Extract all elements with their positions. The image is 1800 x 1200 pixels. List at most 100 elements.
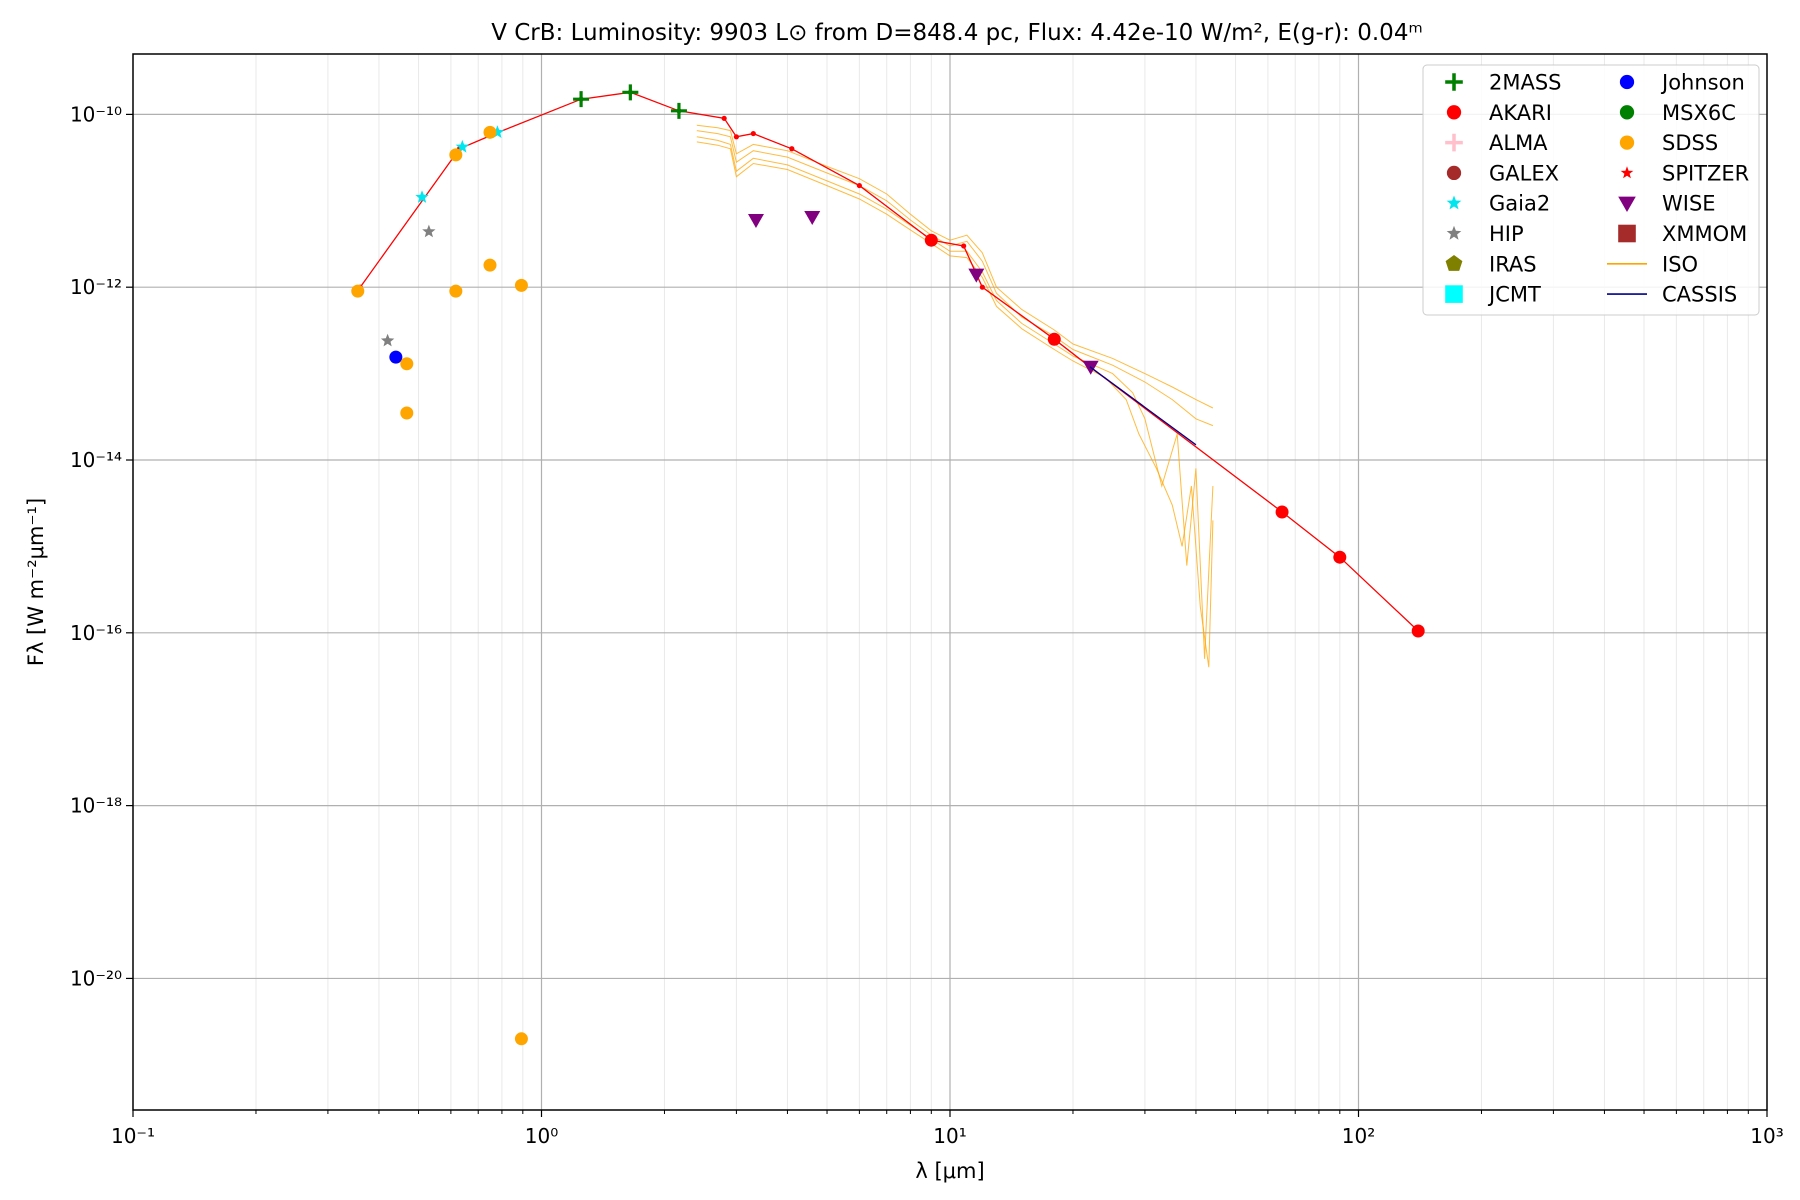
akari-point <box>1333 550 1347 564</box>
x-axis-label: λ [μm] <box>915 1159 984 1183</box>
y-tick-label: 10⁻²⁰ <box>70 966 122 990</box>
legend-marker-wise <box>1618 196 1636 212</box>
y-tick-label: 10⁻¹⁰ <box>70 102 122 126</box>
legend-label: SDSS <box>1662 131 1718 155</box>
legend-marker-msx6c <box>1619 105 1635 120</box>
legend-marker-iras <box>1445 255 1463 271</box>
legend-label: WISE <box>1662 192 1716 216</box>
legend-item-jcmt: JCMT <box>1445 283 1541 307</box>
legend-item-xmmom: XMMOM <box>1618 222 1747 246</box>
gaia2-point <box>415 190 429 203</box>
model-point <box>733 134 740 140</box>
legend-item-gaia2: Gaia2 <box>1446 192 1550 216</box>
cassis-line <box>1089 366 1197 446</box>
legend-label: SPITZER <box>1662 161 1749 185</box>
legend-marker-hip <box>1446 225 1462 240</box>
iso-spectrum-curve <box>696 141 1214 668</box>
sdss-point <box>449 148 463 162</box>
legend-item-cassis: CASSIS <box>1607 283 1737 307</box>
legend-label: ALMA <box>1489 131 1548 155</box>
legend-label: HIP <box>1489 222 1524 246</box>
hip-point <box>422 224 436 238</box>
legend-label: 2MASS <box>1489 71 1562 95</box>
model-point <box>789 146 795 152</box>
legend-item-akari: AKARI <box>1446 101 1552 125</box>
x-tick-label: 10⁻¹ <box>111 1124 155 1148</box>
2mass-point <box>573 91 590 108</box>
akari-point <box>1047 332 1061 346</box>
legend-marker-gaia2 <box>1446 195 1462 210</box>
legend-label: AKARI <box>1489 101 1552 125</box>
legend-label: ISO <box>1662 252 1698 276</box>
x-axis-ticks: 10⁻¹ 10⁰ 10¹ 10² 10³ <box>111 1110 1784 1148</box>
legend-marker-xmmom <box>1618 224 1636 243</box>
legend-item-sdss: SDSS <box>1619 131 1718 155</box>
iso-spectra <box>696 124 1214 668</box>
legend-marker-2mass <box>1445 73 1463 91</box>
akari-point <box>1411 624 1425 638</box>
legend-label: JCMT <box>1487 283 1541 307</box>
legend-marker-sdss <box>1619 135 1635 150</box>
legend-marker-johnson <box>1619 74 1635 90</box>
model-point <box>721 115 727 121</box>
legend-marker-spitzer <box>1620 166 1634 179</box>
legend-item-iso: ISO <box>1607 252 1698 276</box>
chart-title: V CrB: Luminosity: 9903 L⊙ from D=848.4 … <box>491 20 1423 46</box>
legend-item-wise: WISE <box>1618 192 1716 216</box>
legend-label: GALEX <box>1489 161 1559 185</box>
gaia2-point <box>490 125 505 138</box>
y-tick-label: 10⁻¹² <box>70 275 122 299</box>
model-sed-line <box>359 91 1419 632</box>
sdss-point <box>483 258 497 272</box>
sdss-point <box>449 284 463 298</box>
x-tick-label: 10¹ <box>933 1124 966 1148</box>
legend-item-2mass: 2MASS <box>1445 71 1562 95</box>
sdss-point <box>514 278 528 292</box>
wise-point <box>747 213 764 228</box>
wise-point <box>804 210 821 225</box>
akari-point <box>1275 505 1289 519</box>
2mass-point <box>622 84 639 101</box>
johnson-point <box>389 350 403 364</box>
sdss-point <box>514 1032 528 1046</box>
legend-label: Johnson <box>1660 71 1745 95</box>
legend-marker-jcmt <box>1445 285 1463 303</box>
model-line <box>357 89 1421 634</box>
iso-spectrum-curve <box>696 130 1214 427</box>
sdss-point <box>400 357 414 371</box>
legend-item-alma: ALMA <box>1445 131 1548 155</box>
sdss-point <box>400 406 414 420</box>
legend-label: MSX6C <box>1662 101 1736 125</box>
legend-item-hip: HIP <box>1446 222 1524 246</box>
model-point <box>856 182 862 189</box>
legend-marker-akari <box>1446 105 1462 120</box>
legend: 2MASS AKARI ALMA GALEX Gaia2 HIP IRAS JCMT Johns… <box>1422 64 1760 316</box>
legend-item-msx6c: MSX6C <box>1619 101 1736 125</box>
legend-marker-alma <box>1445 133 1463 152</box>
legend-item-spitzer: SPITZER <box>1620 161 1749 185</box>
legend-marker-galex <box>1446 165 1462 181</box>
akari-point <box>924 233 938 247</box>
iso-spectrum-curve <box>696 124 1214 409</box>
legend-box <box>1422 64 1760 316</box>
sdss-point <box>483 125 497 139</box>
x-tick-label: 10³ <box>1750 1124 1783 1148</box>
legend-item-iras: IRAS <box>1445 252 1537 276</box>
x-tick-label: 10⁰ <box>525 1124 558 1148</box>
y-tick-label: 10⁻¹⁸ <box>70 794 122 818</box>
2mass-point <box>670 102 687 119</box>
legend-label: XMMOM <box>1662 222 1747 246</box>
y-tick-label: 10⁻¹⁶ <box>70 621 122 645</box>
legend-label: CASSIS <box>1662 283 1737 307</box>
sdss-point <box>351 284 365 298</box>
wise-point <box>968 268 985 283</box>
photometry-points <box>351 84 1425 1046</box>
minor-gridlines <box>255 54 1749 1110</box>
legend-label: IRAS <box>1489 252 1537 276</box>
model-point <box>750 130 756 137</box>
legend-item-johnson: Johnson <box>1619 71 1745 95</box>
y-axis-label: Fλ [W m⁻²μm⁻¹] <box>24 498 48 666</box>
hip-point <box>380 333 395 347</box>
iso-spectrum-curve <box>696 136 1214 659</box>
